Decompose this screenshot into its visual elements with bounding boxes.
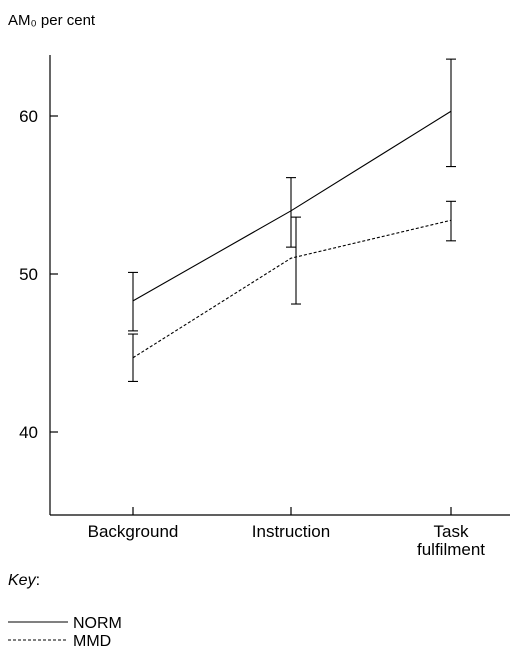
series-line-norm	[132, 110, 452, 302]
y-axis-label: AM₀ per cent	[8, 12, 96, 29]
x-tick-label: Task	[434, 522, 469, 541]
plot-area: 40 50 60 Background Instruction Taskfulfilmen…	[19, 55, 510, 559]
key-title: Key:	[8, 572, 40, 589]
x-tick-label: Instruction	[252, 522, 330, 541]
series-line-mmd	[132, 219, 452, 359]
legend-label-norm: NORM	[73, 615, 122, 632]
y-tick-label: 60	[19, 107, 38, 126]
legend-label-mmd: MMD	[73, 633, 111, 650]
y-tick-label: 50	[19, 265, 38, 284]
x-tick-label: Background	[88, 522, 179, 541]
x-tick-label: fulfilment	[417, 540, 485, 559]
y-tick-label: 40	[19, 423, 38, 442]
